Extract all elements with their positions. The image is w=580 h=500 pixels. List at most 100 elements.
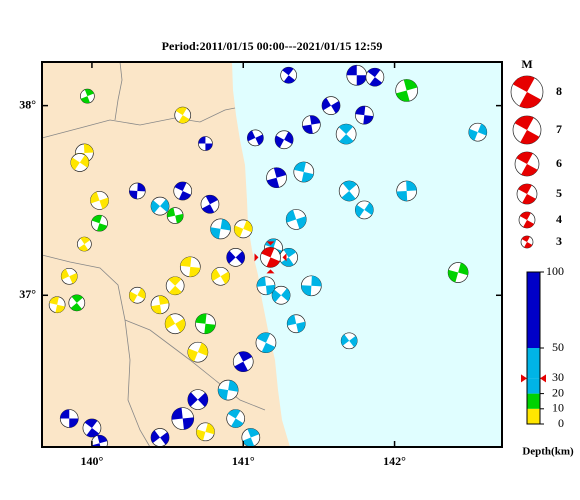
beachball-quadrant xyxy=(151,304,162,314)
beachball-quadrant xyxy=(339,134,354,145)
magnitude-legend-title: M xyxy=(521,57,532,71)
beachball-quadrant xyxy=(174,181,187,191)
depth-tick-label: 30 xyxy=(552,370,564,384)
event xyxy=(354,105,374,125)
beachball-quadrant xyxy=(255,134,264,146)
beachball-quadrant xyxy=(97,435,108,444)
beachball-quadrant xyxy=(296,216,307,229)
beachball-quadrant xyxy=(243,220,253,233)
event xyxy=(179,256,201,278)
beachball-quadrant xyxy=(403,79,418,91)
event xyxy=(274,130,294,150)
beachball-quadrant xyxy=(286,209,297,223)
event xyxy=(91,434,108,447)
event xyxy=(128,182,146,200)
beachball-quadrant xyxy=(522,194,536,204)
beachball-quadrant xyxy=(521,164,538,176)
y-tick-label: 38° xyxy=(19,97,36,111)
beachball-quadrant xyxy=(60,409,70,419)
x-tick-label: 140° xyxy=(81,454,104,468)
beachball-quadrant xyxy=(204,323,216,334)
beachball-quadrant xyxy=(516,152,533,164)
event xyxy=(340,332,358,350)
depth-scale-label: Depth(km) xyxy=(522,446,574,458)
beachball-quadrant xyxy=(211,268,221,281)
beachball-quadrant xyxy=(79,155,89,168)
event xyxy=(233,219,253,239)
event xyxy=(286,314,306,334)
beachball-quadrant xyxy=(158,295,169,305)
depth-tick-label: 20 xyxy=(552,385,564,399)
beachball-quadrant xyxy=(364,202,374,215)
event xyxy=(241,428,261,447)
beachball-quadrant xyxy=(175,107,187,116)
mainshock-marker xyxy=(266,241,275,246)
event xyxy=(335,123,357,145)
event xyxy=(198,136,213,151)
event xyxy=(266,167,287,189)
beachball-quadrant xyxy=(160,432,170,445)
event xyxy=(354,200,374,220)
event xyxy=(468,122,488,142)
event xyxy=(196,422,215,442)
beachball-quadrant xyxy=(287,314,297,326)
beachball-quadrant xyxy=(396,190,408,201)
x-tick-label: 142° xyxy=(383,454,406,468)
beachball-quadrant xyxy=(197,342,208,356)
beachball-quadrant xyxy=(205,143,213,151)
beachball-quadrant xyxy=(296,321,306,333)
beachball-quadrant xyxy=(261,247,275,258)
event xyxy=(247,129,264,147)
beachball-quadrant xyxy=(202,204,215,214)
depth-tick-label: 100 xyxy=(546,264,564,278)
event xyxy=(187,341,209,363)
beachball-quadrant xyxy=(99,197,109,209)
beachball-quadrant xyxy=(266,177,280,188)
beachball-quadrant xyxy=(61,269,70,280)
event xyxy=(210,218,231,240)
event xyxy=(211,266,230,286)
event xyxy=(171,407,195,430)
event xyxy=(226,409,246,428)
beachball-quadrant xyxy=(518,184,532,194)
event xyxy=(338,180,360,202)
beachball-quadrant xyxy=(294,162,306,172)
beachball-quadrant xyxy=(238,351,253,362)
magnitude-legend-ball xyxy=(516,183,538,205)
beachball-quadrant xyxy=(90,191,100,204)
beachball-quadrant xyxy=(175,213,184,224)
magnitude-legend-ball xyxy=(520,235,534,249)
depth-tick-label: 50 xyxy=(552,340,564,354)
event xyxy=(166,207,184,224)
beachball-quadrant xyxy=(342,180,357,191)
beachball-quadrant xyxy=(96,223,108,232)
beachball-quadrant xyxy=(228,380,239,392)
beachball-quadrant xyxy=(448,269,459,283)
event xyxy=(280,66,297,84)
beachball-quadrant xyxy=(137,182,146,192)
beachball-quadrant xyxy=(273,167,287,178)
beachball-quadrant xyxy=(367,68,381,78)
beachball-quadrant xyxy=(369,77,383,87)
beachball-quadrant xyxy=(71,294,83,303)
event xyxy=(271,285,291,305)
depth-band xyxy=(527,348,540,379)
depth-marker xyxy=(540,374,546,383)
event xyxy=(396,180,418,202)
beachball-quadrant xyxy=(168,276,182,286)
beachball-quadrant xyxy=(187,392,198,407)
beachball-quadrant xyxy=(301,285,312,296)
beachball-quadrant xyxy=(514,116,534,130)
y-tick-label: 37° xyxy=(19,287,36,301)
beachball-quadrant xyxy=(218,388,229,400)
beachball-quadrant xyxy=(338,124,354,135)
beachball-quadrant xyxy=(355,204,365,218)
beachball-quadrant xyxy=(226,250,236,264)
beachball-quadrant xyxy=(198,136,206,144)
beachball-quadrant xyxy=(220,219,231,231)
beachball-quadrant xyxy=(265,284,275,295)
beachball-quadrant xyxy=(205,423,215,435)
event xyxy=(200,194,220,214)
depth-band xyxy=(527,393,540,409)
depth-marker xyxy=(521,374,527,383)
